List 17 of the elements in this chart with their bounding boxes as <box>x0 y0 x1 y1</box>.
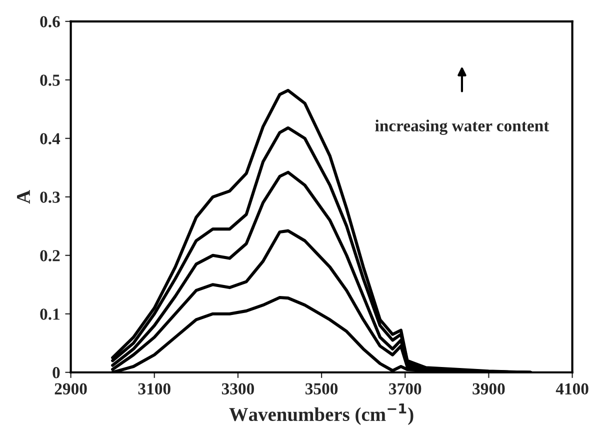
x-tick-label: 3700 <box>389 383 422 395</box>
x-tick-label: 2900 <box>54 383 87 395</box>
x-tick-label: 4100 <box>556 383 588 395</box>
y-tick-label: 0.5 <box>40 74 60 86</box>
x-tick-label: 3300 <box>222 383 254 395</box>
y-tick-label: 0.3 <box>40 192 60 203</box>
x-tick-label: 3500 <box>306 383 338 395</box>
annotation: increasing water content <box>375 120 550 135</box>
y-tick-label: 0.6 <box>40 16 60 28</box>
x-tick-label: 3100 <box>138 383 170 395</box>
y-tick-label: 0 <box>52 367 60 378</box>
y-tick-label: 0.1 <box>40 308 60 320</box>
x-axis-title: Wavenumbers (cm$^{−1}$) <box>229 403 414 425</box>
y-tick-label: 0.2 <box>40 250 60 262</box>
y-tick-label: 0.4 <box>40 133 60 144</box>
x-tick-label: 3900 <box>472 383 505 395</box>
y-axis-title: A <box>17 190 30 204</box>
